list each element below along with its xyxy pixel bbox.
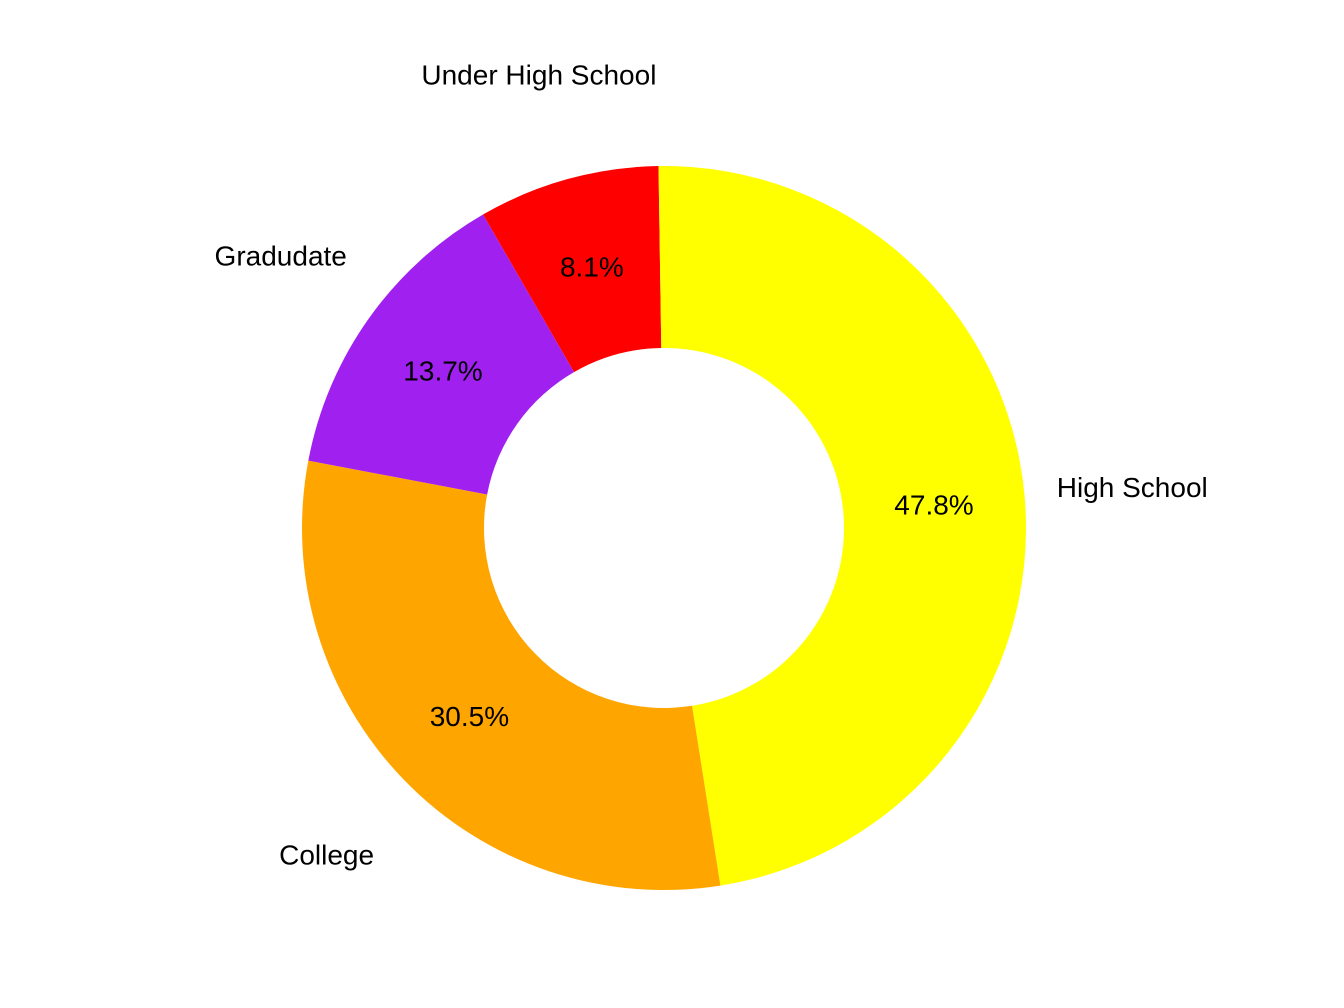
slice-under-high-school xyxy=(483,166,662,373)
slices-layer xyxy=(301,165,1027,891)
percent-label-college: 30.5% xyxy=(430,701,509,732)
category-label-gradudate: Gradudate xyxy=(215,240,347,271)
percent-label-under-high-school: 8.1% xyxy=(560,251,624,282)
slice-college xyxy=(301,460,721,891)
percent-labels-layer: 8.1% 47.8% 30.5% 13.7% xyxy=(403,251,973,732)
percent-label-gradudate: 13.7% xyxy=(403,356,482,387)
slice-high-school xyxy=(658,165,1027,886)
category-labels-layer: Under High School High School College Gradu… xyxy=(215,59,1208,870)
percent-label-high-school: 47.8% xyxy=(894,489,973,520)
category-label-high-school: High School xyxy=(1057,472,1208,503)
category-label-under-high-school: Under High School xyxy=(421,59,656,90)
category-label-college: College xyxy=(279,840,374,871)
slice-gradudate xyxy=(308,214,574,495)
